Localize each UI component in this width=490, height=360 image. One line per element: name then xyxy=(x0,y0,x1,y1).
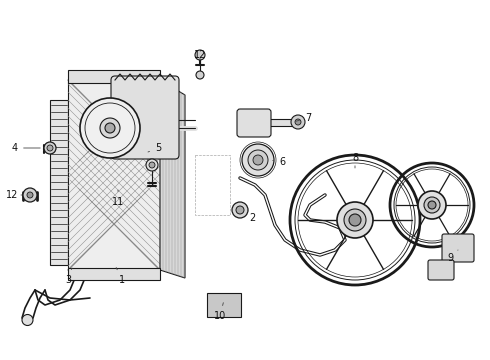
Text: 6: 6 xyxy=(273,157,285,167)
Circle shape xyxy=(149,162,155,168)
Circle shape xyxy=(105,123,115,133)
Text: 3: 3 xyxy=(65,268,72,285)
Circle shape xyxy=(454,244,462,252)
Circle shape xyxy=(428,201,436,209)
Text: 1: 1 xyxy=(116,267,125,285)
Circle shape xyxy=(337,202,373,238)
Circle shape xyxy=(236,206,244,214)
FancyBboxPatch shape xyxy=(442,234,474,262)
Text: 12: 12 xyxy=(194,50,206,60)
FancyBboxPatch shape xyxy=(68,268,160,280)
Circle shape xyxy=(253,155,263,165)
Circle shape xyxy=(196,71,204,79)
Text: 5: 5 xyxy=(148,143,161,153)
Circle shape xyxy=(450,240,466,256)
FancyBboxPatch shape xyxy=(237,109,271,137)
Circle shape xyxy=(349,214,361,226)
Text: 8: 8 xyxy=(352,153,358,168)
Circle shape xyxy=(47,145,53,151)
FancyBboxPatch shape xyxy=(111,76,179,159)
Circle shape xyxy=(295,119,301,125)
Text: 10: 10 xyxy=(214,303,226,321)
Circle shape xyxy=(232,202,248,218)
Polygon shape xyxy=(160,80,185,278)
Circle shape xyxy=(23,188,37,202)
Circle shape xyxy=(435,264,447,276)
Circle shape xyxy=(22,315,33,325)
Text: 12: 12 xyxy=(6,190,22,200)
Circle shape xyxy=(44,142,56,154)
Circle shape xyxy=(248,150,268,170)
Circle shape xyxy=(27,192,33,198)
FancyBboxPatch shape xyxy=(207,293,241,317)
Circle shape xyxy=(242,144,274,176)
Circle shape xyxy=(344,209,366,231)
Text: 9: 9 xyxy=(447,250,458,263)
Circle shape xyxy=(100,118,120,138)
Text: 2: 2 xyxy=(248,210,255,223)
FancyBboxPatch shape xyxy=(68,80,160,270)
Text: 4: 4 xyxy=(12,143,40,153)
Circle shape xyxy=(80,98,140,158)
Circle shape xyxy=(291,115,305,129)
FancyBboxPatch shape xyxy=(428,260,454,280)
Text: 7: 7 xyxy=(295,113,311,123)
FancyBboxPatch shape xyxy=(68,70,160,83)
Circle shape xyxy=(424,197,440,213)
Circle shape xyxy=(418,191,446,219)
Circle shape xyxy=(195,50,205,60)
FancyBboxPatch shape xyxy=(50,100,68,265)
Text: 11: 11 xyxy=(112,190,124,207)
Circle shape xyxy=(146,159,158,171)
